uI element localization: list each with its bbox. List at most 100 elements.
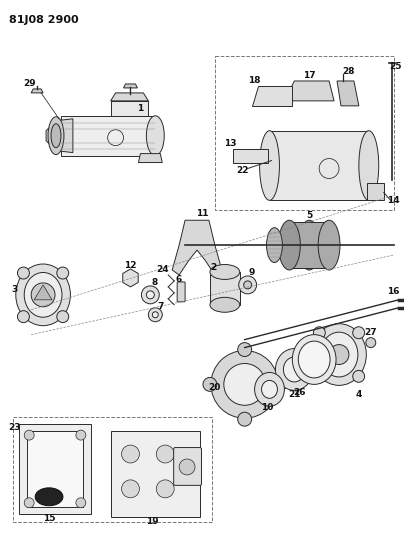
Circle shape xyxy=(17,267,30,279)
Text: 20: 20 xyxy=(209,383,221,392)
Circle shape xyxy=(329,345,349,365)
Text: 8: 8 xyxy=(151,278,158,287)
Ellipse shape xyxy=(24,272,62,317)
Ellipse shape xyxy=(292,335,336,384)
Circle shape xyxy=(238,343,252,357)
Text: 2: 2 xyxy=(210,263,216,272)
Ellipse shape xyxy=(48,117,64,155)
Text: 28: 28 xyxy=(343,67,355,76)
Polygon shape xyxy=(34,285,52,300)
Ellipse shape xyxy=(320,332,358,377)
Circle shape xyxy=(203,377,217,391)
Text: 21: 21 xyxy=(288,390,301,399)
Text: 17: 17 xyxy=(303,71,315,80)
Circle shape xyxy=(273,377,286,391)
Circle shape xyxy=(146,291,154,299)
Polygon shape xyxy=(19,424,91,514)
Polygon shape xyxy=(367,183,384,200)
Text: 27: 27 xyxy=(364,328,377,337)
Circle shape xyxy=(353,370,364,382)
Text: 16: 16 xyxy=(387,287,400,296)
Text: 29: 29 xyxy=(23,79,36,88)
Text: 14: 14 xyxy=(387,196,400,205)
Text: 25: 25 xyxy=(389,61,402,70)
Circle shape xyxy=(353,327,364,338)
Circle shape xyxy=(76,430,86,440)
Polygon shape xyxy=(139,154,162,163)
Polygon shape xyxy=(111,431,200,516)
Text: 4: 4 xyxy=(356,390,362,399)
Circle shape xyxy=(31,283,55,307)
Ellipse shape xyxy=(211,351,279,418)
Ellipse shape xyxy=(210,264,240,279)
FancyBboxPatch shape xyxy=(177,282,185,302)
Polygon shape xyxy=(210,272,240,305)
Polygon shape xyxy=(124,84,137,88)
Text: 10: 10 xyxy=(261,403,274,412)
Text: 15: 15 xyxy=(43,514,55,523)
Circle shape xyxy=(17,311,30,322)
Ellipse shape xyxy=(359,131,379,200)
Ellipse shape xyxy=(298,341,330,378)
Circle shape xyxy=(24,430,34,440)
Text: 18: 18 xyxy=(248,76,261,85)
Polygon shape xyxy=(111,101,148,116)
Ellipse shape xyxy=(210,297,240,312)
Text: 5: 5 xyxy=(306,211,312,220)
Ellipse shape xyxy=(35,488,63,506)
Text: 6: 6 xyxy=(175,276,181,285)
Text: 26: 26 xyxy=(293,388,305,397)
Ellipse shape xyxy=(255,373,284,406)
Polygon shape xyxy=(172,220,222,275)
Polygon shape xyxy=(46,119,73,152)
Circle shape xyxy=(238,412,252,426)
FancyBboxPatch shape xyxy=(174,448,201,486)
Ellipse shape xyxy=(239,276,257,294)
Text: 23: 23 xyxy=(8,423,21,432)
Ellipse shape xyxy=(266,228,282,263)
Polygon shape xyxy=(289,222,329,268)
Polygon shape xyxy=(27,431,83,507)
Ellipse shape xyxy=(275,349,313,390)
Text: 12: 12 xyxy=(124,261,137,270)
Text: 13: 13 xyxy=(224,139,236,148)
Ellipse shape xyxy=(146,116,164,156)
Polygon shape xyxy=(31,89,43,93)
Circle shape xyxy=(152,312,158,318)
Circle shape xyxy=(313,370,325,382)
Circle shape xyxy=(122,445,139,463)
Circle shape xyxy=(313,327,325,338)
Polygon shape xyxy=(252,86,292,106)
Text: 7: 7 xyxy=(157,302,164,311)
Circle shape xyxy=(179,459,195,475)
Circle shape xyxy=(156,445,174,463)
Circle shape xyxy=(24,498,34,508)
Text: 3: 3 xyxy=(11,285,17,294)
Text: 11: 11 xyxy=(196,209,208,218)
Circle shape xyxy=(156,480,174,498)
Bar xyxy=(215,56,394,211)
Circle shape xyxy=(122,480,139,498)
Circle shape xyxy=(366,337,376,348)
Polygon shape xyxy=(233,149,268,163)
Ellipse shape xyxy=(16,264,70,326)
Ellipse shape xyxy=(51,124,61,148)
Ellipse shape xyxy=(318,220,340,270)
Text: 19: 19 xyxy=(146,517,159,526)
Polygon shape xyxy=(269,131,369,200)
Ellipse shape xyxy=(262,381,277,398)
Ellipse shape xyxy=(279,220,300,270)
Ellipse shape xyxy=(244,281,252,289)
Circle shape xyxy=(57,267,69,279)
Ellipse shape xyxy=(260,131,279,200)
Text: 1: 1 xyxy=(137,104,143,114)
Text: 9: 9 xyxy=(248,269,255,278)
Bar xyxy=(13,417,212,522)
Circle shape xyxy=(57,311,69,322)
Text: 24: 24 xyxy=(156,265,168,274)
Polygon shape xyxy=(111,93,148,101)
Circle shape xyxy=(76,498,86,508)
Polygon shape xyxy=(337,81,359,106)
Circle shape xyxy=(141,286,159,304)
Circle shape xyxy=(148,308,162,322)
